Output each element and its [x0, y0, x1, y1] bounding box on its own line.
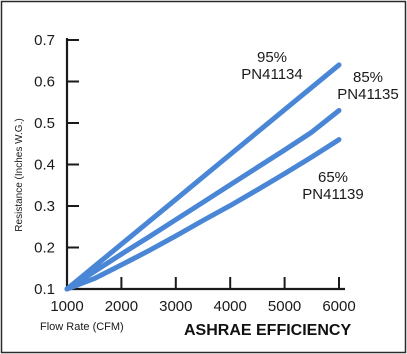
series-line	[64, 62, 342, 292]
series-label: 95%	[257, 49, 287, 66]
y-axis-label: Resistance (Inches W.G.)	[14, 118, 25, 231]
x-tick-label: 6000	[322, 298, 355, 315]
y-tick-label: 0.5	[34, 115, 55, 132]
series-label: 85%	[353, 69, 383, 86]
series-lines	[64, 62, 342, 292]
y-tick-label: 0.3	[34, 198, 55, 215]
x-tick-label: 2000	[105, 298, 138, 315]
x-tick-label: 4000	[214, 298, 247, 315]
y-tick-label: 0.4	[34, 157, 55, 174]
x-axis-label: Flow Rate (CFM)	[40, 321, 124, 333]
y-tick-label: 0.1	[34, 281, 55, 298]
x-tick-label: 1000	[50, 298, 83, 315]
series-label: 65%	[318, 169, 348, 186]
series-line	[64, 137, 342, 292]
x-tick-label: 5000	[268, 298, 301, 315]
series-line	[64, 108, 342, 292]
y-tick-label: 0.2	[34, 240, 55, 257]
series-label: PN41135	[337, 86, 398, 103]
y-tick-label: 0.7	[34, 32, 55, 49]
y-tick-label: 0.6	[34, 74, 55, 91]
series-labels: 95%PN41134 85%PN41135 65%PN41139	[241, 49, 398, 203]
tick-labels: 0.1 0.2 0.3 0.4 0.5 0.6 0.7 1000 2000 3000 4000 500…	[34, 32, 356, 315]
series-label: PN41139	[302, 186, 363, 203]
chart-title: ASHRAE EFFICIENCY	[184, 322, 351, 339]
x-tick-label: 3000	[159, 298, 192, 315]
series-label: PN41134	[241, 66, 302, 83]
